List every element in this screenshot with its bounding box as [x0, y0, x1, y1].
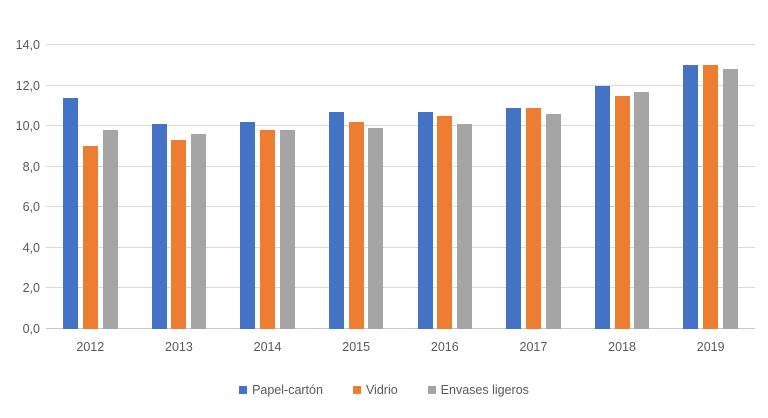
gridline — [46, 206, 755, 208]
y-tick-label: 14,0 — [15, 38, 40, 52]
legend-swatch-icon — [427, 386, 436, 394]
x-tick-label: 2015 — [342, 340, 371, 354]
x-tick-label: 2019 — [696, 340, 725, 354]
legend-label: Papel-cartón — [252, 383, 323, 397]
legend-item-vidrio: Vidrio — [352, 383, 398, 397]
gridline — [46, 246, 755, 248]
bar-envases-ligeros-2014 — [279, 130, 295, 329]
y-tick-label: 0,0 — [22, 322, 40, 336]
bar-vidrio-2013 — [171, 140, 187, 329]
x-tick-label: 2013 — [165, 340, 193, 354]
bar-vidrio-2014 — [260, 130, 276, 329]
gridline — [46, 287, 755, 289]
bar-vidrio-2016 — [437, 116, 453, 329]
gridline — [46, 125, 755, 127]
bar-papel-carton-2012 — [63, 97, 79, 329]
bar-papel-carton-2017 — [506, 107, 522, 329]
y-tick-label: 2,0 — [22, 281, 40, 296]
gridline — [46, 44, 755, 45]
x-tick-label: 2012 — [76, 340, 105, 354]
chart-legend: Papel-cartón Vidrio Envases ligeros — [0, 383, 768, 397]
bar-papel-carton-2016 — [417, 111, 433, 329]
bar-envases-ligeros-2017 — [545, 113, 561, 329]
y-tick-label: 4,0 — [22, 240, 40, 255]
bar-envases-ligeros-2019 — [722, 69, 738, 329]
x-axis-line — [46, 328, 755, 329]
bar-papel-carton-2014 — [240, 122, 256, 329]
gridline — [46, 84, 755, 86]
bar-papel-carton-2019 — [683, 65, 699, 329]
plot-area — [46, 44, 755, 329]
x-tick-label: 2017 — [519, 340, 548, 354]
bar-vidrio-2012 — [82, 146, 98, 329]
x-tick-label: 2018 — [608, 340, 636, 354]
bar-vidrio-2015 — [348, 122, 364, 329]
y-tick-label: 10,0 — [15, 119, 40, 134]
x-tick-label: 2016 — [430, 340, 459, 354]
gridline — [46, 165, 755, 167]
x-tick-label: 2014 — [253, 340, 282, 354]
bar-papel-carton-2013 — [151, 124, 167, 329]
bar-papel-carton-2015 — [328, 111, 344, 329]
legend-item-envases-ligeros: Envases ligeros — [427, 383, 529, 397]
legend-swatch-icon — [352, 386, 361, 394]
bar-vidrio-2017 — [525, 107, 541, 329]
bar-papel-carton-2018 — [594, 85, 610, 329]
bar-vidrio-2018 — [614, 95, 630, 329]
bar-envases-ligeros-2018 — [634, 91, 650, 329]
legend-item-papel-carton: Papel-cartón — [239, 383, 323, 397]
legend-label: Envases ligeros — [440, 383, 529, 397]
legend-label: Vidrio — [365, 383, 398, 397]
y-tick-label: 6,0 — [22, 200, 40, 215]
bar-envases-ligeros-2012 — [102, 130, 118, 329]
bar-envases-ligeros-2013 — [191, 134, 207, 329]
bar-envases-ligeros-2016 — [457, 124, 472, 329]
bar-envases-ligeros-2015 — [368, 128, 384, 329]
legend-swatch-icon — [239, 386, 248, 394]
bar-vidrio-2019 — [703, 65, 719, 329]
y-tick-label: 12,0 — [15, 78, 40, 93]
y-tick-label: 8,0 — [22, 159, 40, 174]
